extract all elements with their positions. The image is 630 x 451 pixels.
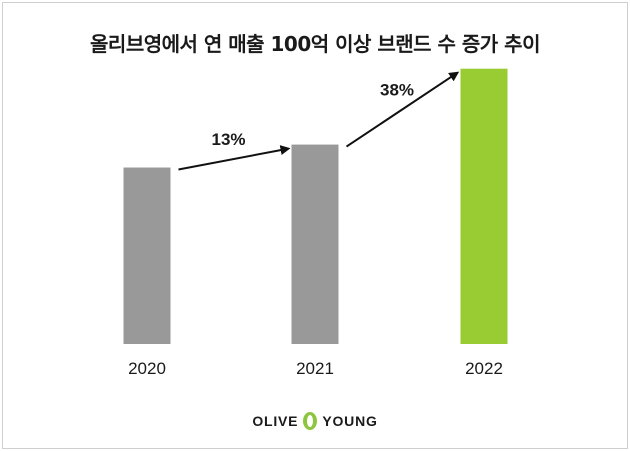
logo-text-olive: OLIVE [252,413,299,429]
x-tick-label-2022: 2022 [465,359,503,378]
olive-icon [303,412,318,430]
logo-text-young: YOUNG [322,413,378,429]
bar-2022 [460,68,508,345]
growth-arrow-2 [345,71,460,148]
bar-2021 [291,144,339,344]
x-tick-label-2021: 2021 [296,359,334,378]
x-tick-label-2020: 2020 [128,359,166,378]
chart-title: 올리브영에서 연 매출 100억 이상 브랜드 수 증가 추이 [90,32,540,56]
growth-label-1: 13% [211,130,245,149]
bar-2020 [123,167,171,344]
growth-label-2: 38% [380,81,414,100]
growth-arrow-1 [178,145,291,171]
olive-young-logo: OLIVE YOUNG [0,411,630,431]
